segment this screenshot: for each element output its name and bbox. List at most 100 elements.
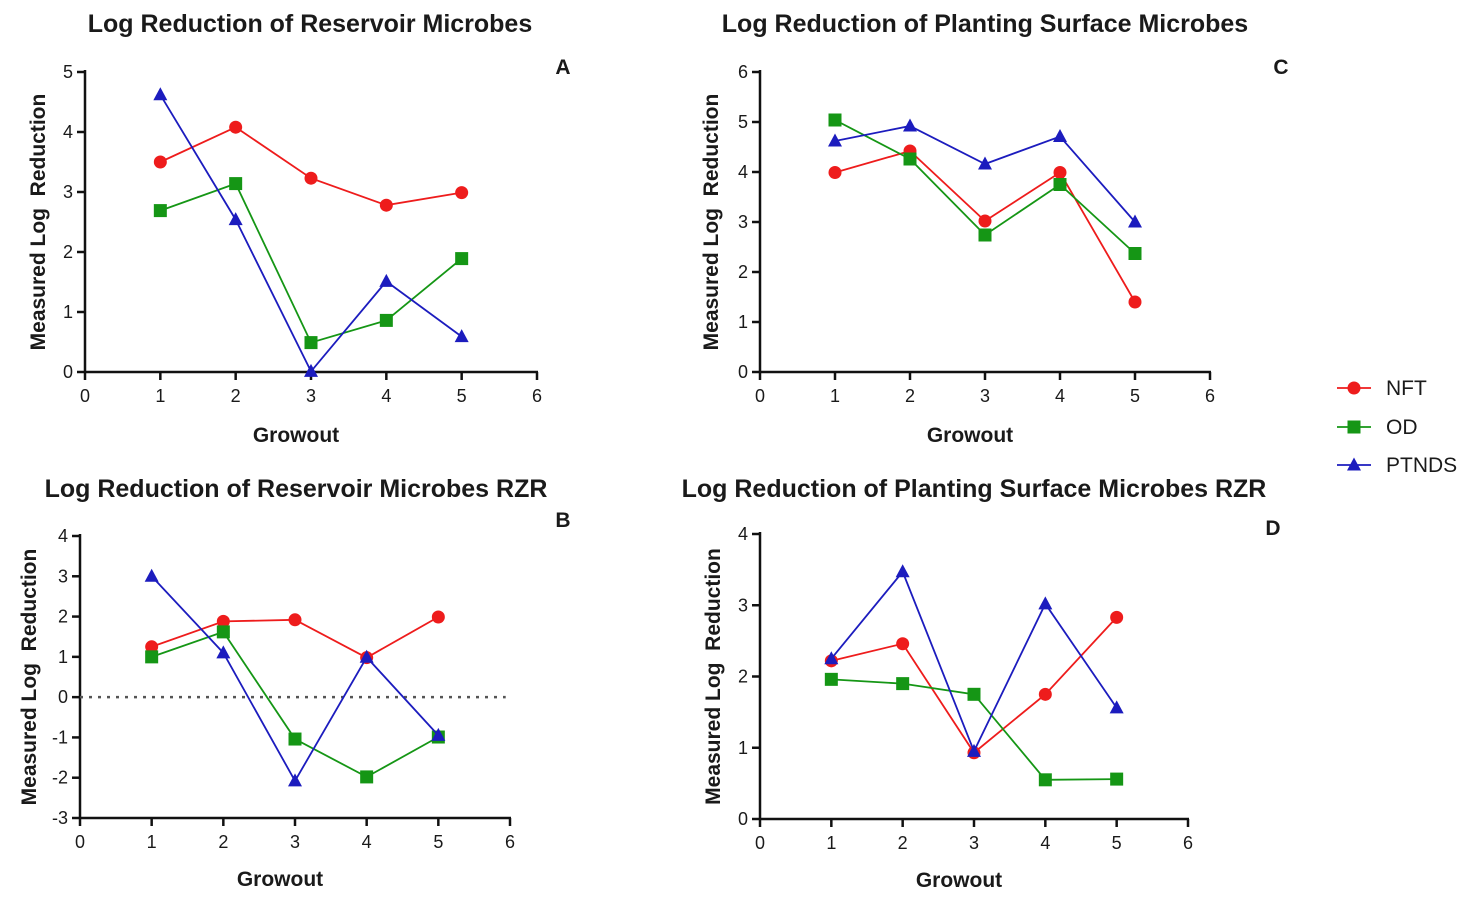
y-tick-label: -3 bbox=[52, 808, 68, 828]
series-od bbox=[824, 672, 1124, 787]
data-point-od bbox=[896, 677, 910, 691]
x-tick-label: 5 bbox=[433, 832, 443, 852]
data-point-ptnds bbox=[903, 118, 917, 132]
panel-label-b: B bbox=[555, 509, 570, 532]
y-tick-label: 1 bbox=[63, 302, 73, 322]
legend-label: NFT bbox=[1386, 377, 1427, 400]
series-ptnds bbox=[153, 87, 469, 377]
series-line-ptnds bbox=[159, 94, 463, 374]
series-line-ptnds bbox=[151, 575, 439, 783]
x-tick-label: 5 bbox=[1130, 386, 1140, 406]
data-point-od bbox=[288, 732, 302, 746]
data-point-ptnds bbox=[431, 727, 446, 741]
series-line-nft bbox=[831, 616, 1118, 755]
series-line-od bbox=[160, 182, 463, 344]
x-tick-label: 3 bbox=[306, 386, 316, 406]
series-ptnds bbox=[144, 568, 446, 787]
chart-panel-a: Log Reduction of Reservoir Microbes A 0 1 2 3… bbox=[27, 10, 571, 447]
data-point-ptnds bbox=[1053, 129, 1067, 142]
y-tick-label: -1 bbox=[52, 727, 68, 747]
x-tick-label: 6 bbox=[1205, 386, 1215, 406]
y-tick-label: 5 bbox=[738, 112, 748, 132]
y-tick-label: 1 bbox=[58, 647, 68, 667]
y-axis-label: Measured Log Reduction bbox=[700, 94, 723, 351]
x-tick-label: 3 bbox=[980, 386, 990, 406]
y-tick-label: 1 bbox=[738, 738, 748, 758]
legend-item-ptnds: PTNDS bbox=[1337, 454, 1457, 477]
series-od bbox=[828, 113, 1142, 260]
data-point-nft bbox=[379, 198, 393, 212]
series-ptnds bbox=[824, 564, 1124, 757]
legend-item-nft: NFT bbox=[1337, 377, 1427, 400]
data-point-nft bbox=[1038, 687, 1052, 701]
y-axis-label: Measured Log Reduction bbox=[27, 94, 50, 351]
y-tick-label: 2 bbox=[738, 667, 748, 687]
x-tick-label: 4 bbox=[1055, 386, 1065, 406]
data-point-ptnds bbox=[153, 87, 168, 101]
y-tick-label: 4 bbox=[63, 122, 73, 142]
y-axis-label: Measured Log Reduction bbox=[18, 549, 41, 806]
series-line-ptnds bbox=[834, 125, 1136, 223]
chart-panel-c: Log Reduction of Planting Surface Microb… bbox=[700, 10, 1289, 447]
data-point-nft bbox=[1110, 610, 1124, 624]
series-od bbox=[153, 177, 469, 350]
y-tick-label: 5 bbox=[63, 62, 73, 82]
data-point-nft bbox=[229, 120, 243, 134]
x-tick-label: 3 bbox=[290, 832, 300, 852]
x-axis-label: Growout bbox=[927, 424, 1013, 447]
y-tick-label: 3 bbox=[58, 566, 68, 586]
y-tick-label: 1 bbox=[738, 312, 748, 332]
data-point-ptnds bbox=[1128, 214, 1142, 228]
data-point-od bbox=[828, 113, 842, 127]
data-point-ptnds bbox=[895, 564, 910, 578]
data-point-nft bbox=[978, 214, 992, 228]
data-point-od bbox=[229, 177, 243, 191]
x-tick-label: 0 bbox=[80, 386, 90, 406]
x-axis-label: Growout bbox=[237, 868, 323, 891]
y-tick-label: -2 bbox=[52, 768, 68, 788]
chart-panel-d: Log Reduction of Planting Surface Microb… bbox=[682, 475, 1281, 892]
data-point-nft bbox=[216, 614, 230, 628]
data-point-ptnds bbox=[978, 156, 992, 170]
x-tick-label: 2 bbox=[905, 386, 915, 406]
y-tick-label: 0 bbox=[63, 362, 73, 382]
x-tick-label: 1 bbox=[155, 386, 165, 406]
x-tick-label: 4 bbox=[362, 832, 372, 852]
data-point-nft bbox=[145, 640, 159, 654]
y-tick-label: 0 bbox=[738, 362, 748, 382]
x-tick-label: 4 bbox=[1040, 833, 1050, 853]
legend-marker-nft bbox=[1347, 381, 1361, 395]
y-tick-label: 3 bbox=[738, 595, 748, 615]
x-tick-label: 2 bbox=[898, 833, 908, 853]
legend-label: OD bbox=[1386, 416, 1418, 439]
legend: NFT OD PTNDS bbox=[1337, 377, 1457, 477]
y-tick-label: 6 bbox=[738, 62, 748, 82]
y-tick-label: 0 bbox=[738, 809, 748, 829]
series-ptnds bbox=[828, 118, 1142, 228]
data-point-nft bbox=[1053, 166, 1067, 179]
series-nft bbox=[153, 120, 469, 212]
data-point-nft bbox=[828, 166, 842, 179]
panel-label-a: A bbox=[555, 56, 570, 79]
data-point-ptnds bbox=[359, 649, 374, 663]
data-point-ptnds bbox=[454, 329, 469, 343]
y-axis-label: Measured Log Reduction bbox=[702, 548, 725, 805]
x-tick-label: 1 bbox=[830, 386, 840, 406]
data-point-od bbox=[145, 650, 159, 664]
data-point-nft bbox=[1128, 295, 1142, 309]
y-tick-label: 4 bbox=[58, 526, 68, 546]
x-axis-label: Growout bbox=[916, 869, 1002, 892]
panel-title-d: Log Reduction of Planting Surface Microb… bbox=[682, 475, 1267, 503]
data-point-od bbox=[1110, 772, 1124, 786]
data-point-ptnds bbox=[288, 773, 302, 787]
data-point-ptnds bbox=[824, 651, 839, 665]
data-point-od bbox=[455, 252, 469, 266]
y-tick-label: 4 bbox=[738, 162, 748, 182]
x-tick-label: 0 bbox=[75, 832, 85, 852]
series-line-ptnds bbox=[830, 570, 1118, 754]
legend-label: PTNDS bbox=[1386, 454, 1457, 477]
data-point-od bbox=[1053, 178, 1067, 191]
y-tick-label: 2 bbox=[738, 262, 748, 282]
data-point-od bbox=[967, 687, 981, 701]
